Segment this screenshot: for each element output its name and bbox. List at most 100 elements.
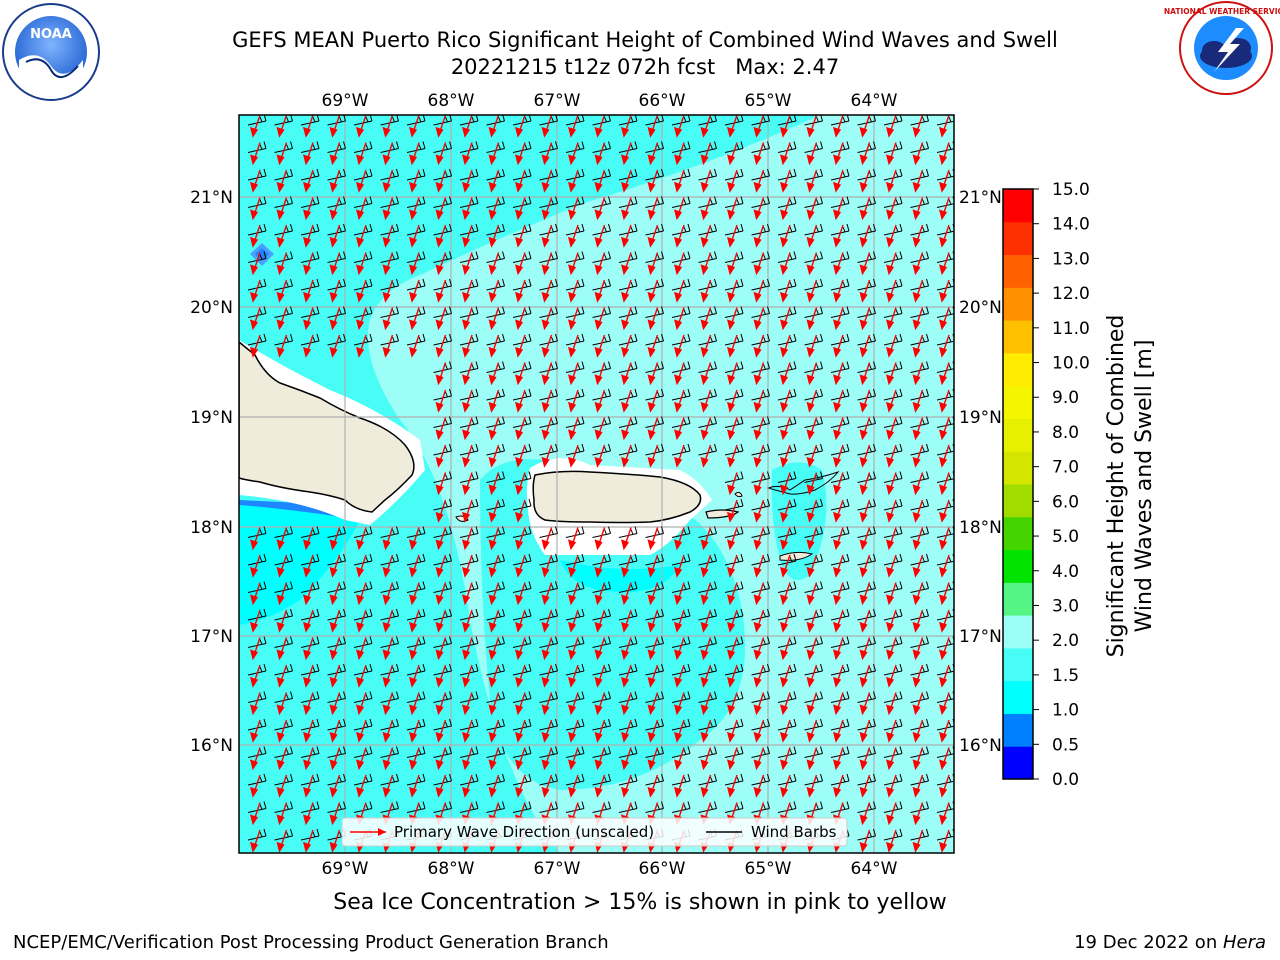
wave-arrow	[329, 802, 341, 826]
colorbar-tick-label: 12.0	[1052, 284, 1090, 304]
wave-arrow	[488, 197, 500, 221]
wave-arrow	[276, 334, 288, 358]
wave-arrow	[303, 582, 314, 606]
wave-arrow	[409, 169, 420, 193]
wave-arrow	[488, 554, 500, 578]
wave-arrow	[780, 719, 791, 743]
wave-arrow	[329, 527, 341, 551]
wave-arrow	[329, 252, 341, 276]
wave-arrow	[806, 417, 818, 441]
wave-arrow	[886, 609, 897, 633]
wave-arrow	[329, 664, 341, 688]
wave-arrow	[833, 142, 844, 166]
wave-arrow	[568, 747, 579, 771]
wave-arrow	[435, 472, 447, 496]
wave-arrow	[886, 307, 897, 331]
wave-arrow	[886, 417, 897, 441]
wave-arrow	[833, 334, 844, 358]
wave-arrow	[912, 747, 924, 771]
wave-arrow	[356, 252, 367, 276]
lat-label-right: 18°N	[959, 518, 1002, 538]
wave-arrow	[568, 362, 579, 386]
wave-arrow	[488, 169, 500, 193]
wave-arrow	[568, 115, 579, 138]
wave-arrow	[435, 499, 447, 523]
wave-arrow	[753, 224, 765, 248]
wave-arrow	[276, 224, 288, 248]
wave-arrow	[939, 307, 950, 331]
wave-arrow	[329, 747, 341, 771]
wave-arrow	[488, 279, 500, 303]
wave-arrow	[435, 169, 447, 193]
wave-arrow	[356, 582, 367, 606]
wave-arrow	[806, 334, 818, 358]
colorbar: 15.0 14.0 13.0 12.0 11.0 10.0 9.0 8.0 7.0 6.0 5.0 4…	[1002, 180, 1090, 790]
wave-arrow	[435, 774, 447, 798]
wave-arrow	[886, 554, 897, 578]
wave-arrow	[303, 829, 314, 853]
wave-arrow	[382, 692, 394, 716]
wave-arrow	[753, 307, 765, 331]
wave-arrow	[753, 774, 765, 798]
wave-arrow	[886, 444, 897, 468]
wave-arrow	[594, 609, 606, 633]
wave-arrow	[780, 197, 791, 221]
wave-arrow	[409, 664, 420, 688]
wave-arrow	[727, 362, 738, 386]
wave-arrow	[674, 115, 685, 138]
wave-arrow	[700, 362, 712, 386]
wave-arrow	[541, 417, 553, 441]
wave-arrow	[833, 197, 844, 221]
wave-arrow	[727, 169, 738, 193]
wave-arrow	[462, 719, 473, 743]
wave-arrow	[435, 692, 447, 716]
wave-contour-low-west	[239, 500, 360, 625]
wave-arrow	[727, 527, 738, 551]
wave-arrow	[806, 527, 818, 551]
wave-arrow	[806, 362, 818, 386]
wave-arrow	[912, 664, 924, 688]
wave-arrow	[568, 197, 579, 221]
wave-arrow	[700, 637, 712, 661]
wave-arrow	[356, 115, 367, 138]
wave-arrow	[541, 664, 553, 688]
wave-arrow	[276, 609, 288, 633]
wave-arrow	[806, 582, 818, 606]
colorbar-segment	[1003, 418, 1033, 452]
wave-arrow	[435, 747, 447, 771]
wave-arrow	[276, 554, 288, 578]
wave-arrow	[753, 362, 765, 386]
lon-label-bottom: 68°W	[428, 859, 475, 879]
lat-label-right: 16°N	[959, 736, 1002, 756]
wave-arrow	[541, 774, 553, 798]
colorbar-segment	[1003, 615, 1033, 649]
colorbar-label-line2: Wind Waves and Swell [m]	[1132, 340, 1157, 633]
wave-arrow	[674, 719, 685, 743]
wave-arrow	[488, 719, 500, 743]
wave-arrow	[515, 692, 526, 716]
wave-arrow	[568, 307, 579, 331]
wave-arrow	[621, 224, 632, 248]
wave-arrow	[303, 527, 314, 551]
wave-arrow	[647, 637, 659, 661]
colorbar-segment	[1003, 385, 1033, 419]
wave-arrow	[674, 169, 685, 193]
wave-arrow	[515, 169, 526, 193]
wave-arrow	[488, 499, 500, 523]
wave-arrow	[753, 142, 765, 166]
wave-arrow	[753, 582, 765, 606]
wave-arrow	[515, 389, 526, 413]
wave-arrow	[939, 362, 950, 386]
wave-arrow	[939, 115, 950, 138]
wave-arrow	[568, 224, 579, 248]
wave-arrow	[462, 307, 473, 331]
wave-arrow	[356, 774, 367, 798]
wave-arrow	[435, 444, 447, 468]
wave-arrow	[886, 664, 897, 688]
wave-arrow	[727, 774, 738, 798]
lat-labels-right: 21°N 20°N 19°N 18°N 17°N 16°N	[959, 188, 1002, 756]
wave-arrow	[727, 224, 738, 248]
wave-arrow	[700, 444, 712, 468]
wave-arrow	[541, 389, 553, 413]
wave-arrow	[939, 527, 950, 551]
